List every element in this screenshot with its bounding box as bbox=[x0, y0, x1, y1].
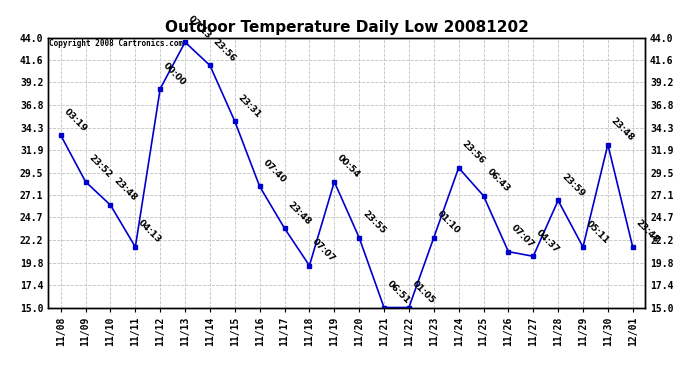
Text: 23:48: 23:48 bbox=[634, 218, 660, 245]
Text: 23:55: 23:55 bbox=[360, 209, 387, 236]
Text: 07:40: 07:40 bbox=[261, 158, 288, 184]
Text: 00:00: 00:00 bbox=[161, 61, 188, 87]
Text: 23:56: 23:56 bbox=[211, 37, 238, 64]
Text: 01:05: 01:05 bbox=[410, 279, 437, 306]
Text: 07:13: 07:13 bbox=[186, 14, 213, 40]
Text: 04:13: 04:13 bbox=[137, 219, 164, 245]
Text: 23:48: 23:48 bbox=[112, 177, 139, 203]
Text: 07:07: 07:07 bbox=[510, 223, 536, 250]
Text: 23:56: 23:56 bbox=[460, 140, 486, 166]
Text: 03:19: 03:19 bbox=[62, 107, 88, 134]
Text: 00:54: 00:54 bbox=[335, 153, 362, 180]
Text: 04:37: 04:37 bbox=[535, 228, 561, 254]
Text: 01:10: 01:10 bbox=[435, 209, 462, 236]
Text: 06:43: 06:43 bbox=[485, 167, 511, 194]
Text: 06:51: 06:51 bbox=[385, 279, 412, 306]
Text: 23:52: 23:52 bbox=[87, 153, 113, 180]
Title: Outdoor Temperature Daily Low 20081202: Outdoor Temperature Daily Low 20081202 bbox=[165, 20, 529, 35]
Text: 05:11: 05:11 bbox=[584, 219, 611, 245]
Text: Copyright 2008 Cartronics.com: Copyright 2008 Cartronics.com bbox=[49, 39, 183, 48]
Text: 07:07: 07:07 bbox=[310, 237, 337, 264]
Text: 23:48: 23:48 bbox=[609, 116, 635, 143]
Text: 23:59: 23:59 bbox=[560, 172, 586, 199]
Text: 23:48: 23:48 bbox=[286, 200, 313, 226]
Text: 23:31: 23:31 bbox=[236, 93, 263, 119]
